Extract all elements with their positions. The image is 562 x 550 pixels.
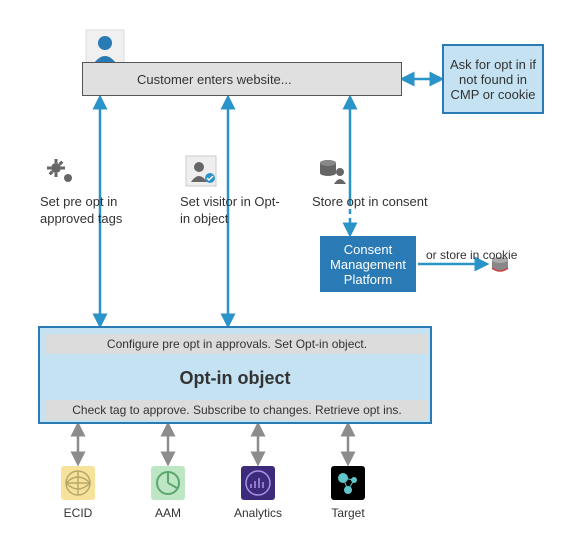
label-col-left: Set pre opt in approved tags	[40, 194, 150, 228]
cmp-box-text: Consent Management Platform	[328, 242, 408, 287]
cmp-box: Consent Management Platform	[320, 236, 416, 292]
cookie-label: or store in cookie	[426, 248, 517, 262]
optin-top-strip-text: Configure pre opt in approvals. Set Opt-…	[107, 337, 367, 351]
customer-box: Customer enters website...	[82, 62, 402, 96]
gears-icon	[47, 159, 72, 182]
aam-icon	[151, 466, 185, 500]
optin-bottom-strip-text: Check tag to approve. Subscribe to chang…	[72, 403, 402, 417]
optin-top-strip: Configure pre opt in approvals. Set Opt-…	[46, 334, 428, 354]
ask-optin-box: Ask for opt in if not found in CMP or co…	[442, 44, 544, 114]
optin-object-box: Configure pre opt in approvals. Set Opt-…	[38, 326, 432, 424]
db-person-icon	[320, 160, 346, 184]
label-col-right: Store opt in consent	[312, 194, 450, 211]
label-ecid: ECID	[50, 506, 106, 520]
label-target: Target	[322, 506, 374, 520]
optin-big-title: Opt-in object	[40, 368, 430, 389]
ask-optin-text: Ask for opt in if not found in CMP or co…	[450, 57, 536, 102]
customer-box-title: Customer enters website...	[137, 72, 292, 87]
optin-bottom-strip: Check tag to approve. Subscribe to chang…	[46, 400, 428, 420]
target-icon	[331, 466, 365, 500]
ecid-icon	[61, 466, 95, 500]
label-aam: AAM	[142, 506, 194, 520]
label-analytics: Analytics	[228, 506, 288, 520]
analytics-icon	[241, 466, 275, 500]
visitor-icon	[186, 156, 216, 186]
label-col-middle: Set visitor in Opt-in object	[180, 194, 280, 228]
